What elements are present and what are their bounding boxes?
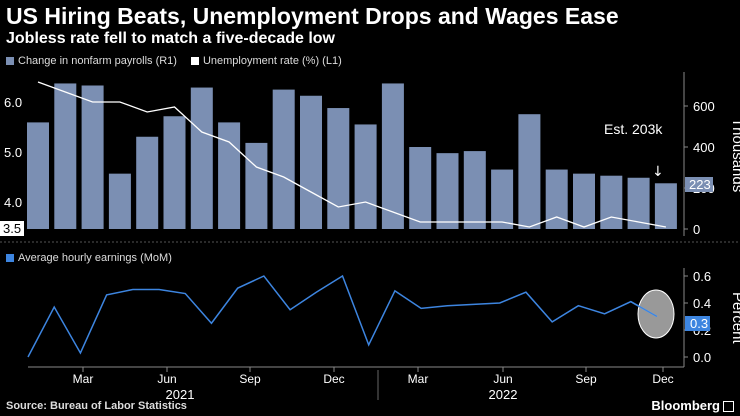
- payroll-bar: [300, 95, 322, 229]
- bottom-right-axis-tick: 0.6: [693, 269, 711, 284]
- payroll-bar: [627, 177, 650, 229]
- x-axis-month-label: Dec: [652, 372, 673, 386]
- earnings-line: [27, 274, 658, 358]
- right-axis-title: Thousands: [729, 118, 740, 192]
- x-axis-month-label: Jun: [157, 372, 176, 386]
- payroll-bar: [654, 183, 677, 229]
- x-axis-month-label: Dec: [323, 372, 344, 386]
- bottom-right-axis-tick: 0.0: [693, 350, 711, 365]
- payroll-bar: [108, 173, 131, 229]
- earnings-last-segment: [630, 300, 658, 318]
- left-axis-tick: 6.0: [4, 95, 22, 110]
- payroll-bar: [54, 83, 77, 229]
- chart-title: US Hiring Beats, Unemployment Drops and …: [6, 3, 619, 29]
- x-axis-month-label: Mar: [73, 372, 94, 386]
- legend-item-unemployment: Unemployment rate (%) (L1): [190, 55, 342, 67]
- payroll-bar: [136, 136, 159, 229]
- unemployment-line: [37, 81, 667, 228]
- payroll-bar: [436, 153, 459, 229]
- estimate-annotation: Est. 203k: [604, 121, 663, 137]
- earnings-current-badge: [685, 316, 710, 331]
- top-legend: Change in nonfarm payrolls (R1) Unemploy…: [6, 55, 356, 67]
- x-axis-month-label: Sep: [575, 372, 597, 386]
- payroll-bar: [409, 147, 432, 229]
- legend-item-payrolls: Change in nonfarm payrolls (R1): [6, 55, 177, 67]
- x-axis-month-label: Mar: [408, 372, 429, 386]
- bottom-right-axis-title: Percent: [729, 292, 740, 345]
- payroll-bar: [518, 114, 541, 229]
- bottom-legend: Average hourly earnings (MoM): [6, 252, 172, 264]
- payroll-bar: [272, 89, 295, 229]
- payrolls-current-label: 223: [689, 177, 711, 192]
- brand-name: Bloomberg: [651, 398, 720, 413]
- left-axis-tick: 5.0: [4, 145, 22, 160]
- unemployment-current-label: 3.5: [3, 221, 21, 236]
- payroll-bar: [327, 108, 350, 229]
- unemployment-swatch: [190, 57, 199, 65]
- payroll-bar: [354, 124, 377, 229]
- x-axis-year-label: 2022: [489, 387, 518, 402]
- payrolls-current-badge: [685, 177, 713, 192]
- bottom-right-axis-tick: 0.4: [693, 296, 711, 311]
- legend-unemployment-label: Unemployment rate (%) (L1): [202, 55, 342, 67]
- estimate-arrow-icon: ↓: [652, 164, 664, 180]
- highlight-circle: [637, 289, 675, 339]
- payroll-bar: [381, 83, 404, 229]
- payroll-bar: [573, 173, 595, 229]
- legend-earnings-label: Average hourly earnings (MoM): [18, 252, 172, 264]
- payroll-bar: [27, 122, 49, 229]
- brand-logo-icon: [723, 401, 734, 412]
- payroll-bar: [190, 87, 213, 229]
- payroll-bar: [81, 85, 104, 229]
- earnings-swatch: [6, 254, 14, 262]
- payroll-bar: [491, 169, 514, 229]
- payroll-bar: [218, 122, 241, 229]
- x-axis-month-label: Sep: [239, 372, 261, 386]
- legend-payrolls-label: Change in nonfarm payrolls (R1): [18, 55, 177, 67]
- right-axis-tick: 600: [693, 99, 715, 114]
- payroll-bar: [545, 169, 568, 229]
- left-axis-tick: 4.0: [4, 195, 22, 210]
- x-axis-month-label: Jun: [493, 372, 512, 386]
- unemployment-current-badge: [0, 221, 24, 236]
- payroll-bar: [245, 142, 268, 229]
- earnings-current-label: 0.3: [690, 316, 708, 331]
- payroll-bar: [463, 151, 486, 229]
- payrolls-swatch: [6, 57, 14, 65]
- payroll-bar: [600, 175, 623, 229]
- x-axis-year-label: 2021: [166, 387, 195, 402]
- source-note: Source: Bureau of Labor Statistics: [6, 400, 187, 412]
- chart-subtitle: Jobless rate fell to match a five-decade…: [6, 30, 335, 47]
- payroll-bar: [163, 116, 186, 229]
- right-axis-tick: 0: [693, 222, 700, 237]
- right-axis-tick: 400: [693, 140, 715, 155]
